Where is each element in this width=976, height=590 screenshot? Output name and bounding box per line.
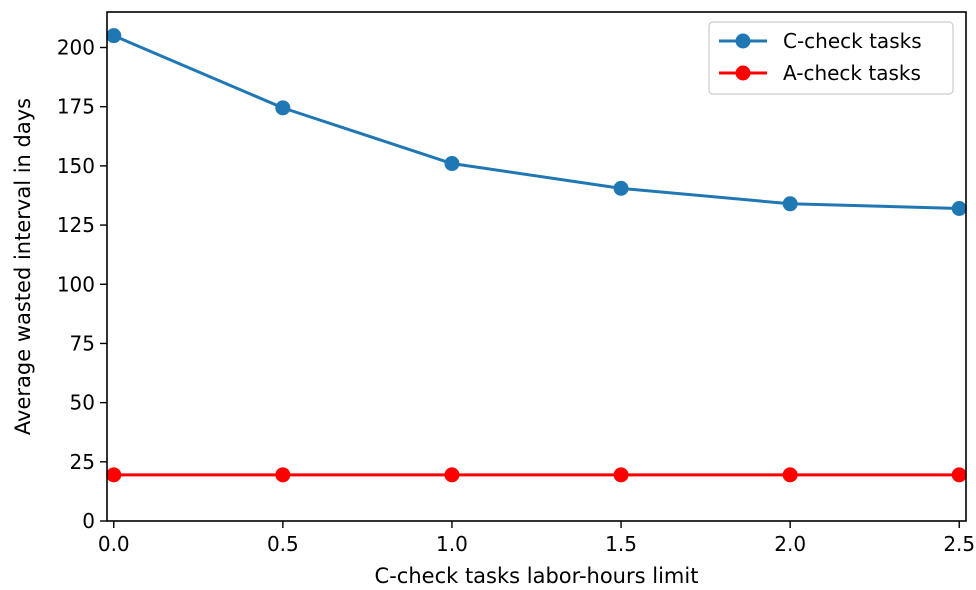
data-point xyxy=(782,196,798,212)
legend-swatch-marker xyxy=(735,33,751,49)
x-tick-label: 0.0 xyxy=(98,532,130,556)
series-layer xyxy=(106,28,967,483)
x-tick-label: 2.0 xyxy=(774,532,806,556)
y-tick-label: 150 xyxy=(57,154,95,178)
data-point xyxy=(444,156,460,172)
y-tick-label: 0 xyxy=(82,509,95,533)
plot-frame xyxy=(106,11,967,522)
x-tick-label: 1.0 xyxy=(436,532,468,556)
y-tick-label: 75 xyxy=(70,331,95,355)
y-tick-label: 50 xyxy=(70,391,95,415)
data-point xyxy=(613,180,629,196)
legend-label: C-check tasks xyxy=(783,29,922,53)
data-point xyxy=(951,200,967,216)
y-tick-label: 200 xyxy=(57,36,95,60)
legend-swatch-marker xyxy=(735,65,751,81)
x-tick-label: 2.5 xyxy=(943,532,975,556)
series-line xyxy=(113,34,960,210)
y-tick-label: 175 xyxy=(57,95,95,119)
data-point xyxy=(106,467,122,483)
data-point xyxy=(951,467,967,483)
series-0 xyxy=(106,28,967,216)
legend-items: C-check tasks A-check tasks xyxy=(719,29,922,85)
legend-item: A-check tasks xyxy=(719,61,921,85)
x-axis-label: C-check tasks labor-hours limit xyxy=(375,564,699,586)
data-point xyxy=(782,467,798,483)
x-tick-label: 1.5 xyxy=(605,532,637,556)
legend-label: A-check tasks xyxy=(783,61,921,85)
legend: C-check tasks A-check tasks xyxy=(708,21,954,95)
y-tick-label: 25 xyxy=(70,450,95,474)
data-point xyxy=(275,467,291,483)
y-tick-label: 100 xyxy=(57,272,95,296)
y-axis-label: Average wasted interval in days xyxy=(11,98,35,435)
legend-item: C-check tasks xyxy=(719,29,922,53)
tick-layer: 0.0 0.5 1.0 1.5 2.0 2.5 0 25 50 75 100 125 150 175 200 xyxy=(57,36,975,556)
data-point xyxy=(444,467,460,483)
legend-box xyxy=(708,21,954,95)
data-point xyxy=(106,28,122,44)
y-tick-label: 125 xyxy=(57,213,95,237)
series-1 xyxy=(106,467,967,483)
data-point xyxy=(613,467,629,483)
x-tick-label: 0.5 xyxy=(267,532,299,556)
data-point xyxy=(275,100,291,116)
